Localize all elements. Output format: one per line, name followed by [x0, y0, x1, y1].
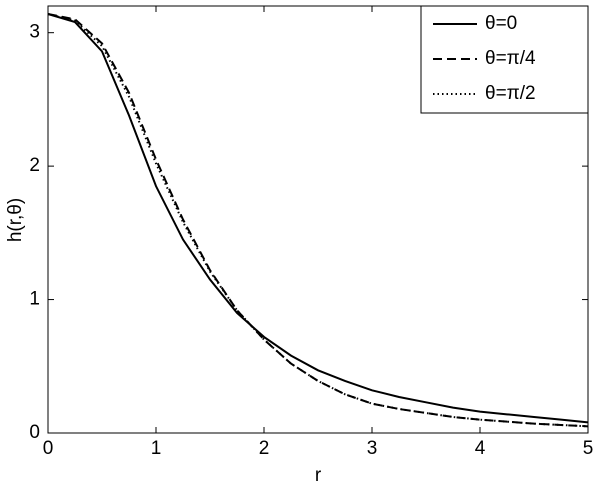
line-series [47, 13, 589, 424]
x-tick-label: 2 [259, 438, 270, 459]
line-series [47, 13, 589, 428]
x-tick-label: 5 [583, 438, 594, 459]
legend-label: θ=0 [485, 13, 517, 34]
x-tick-label: 3 [367, 438, 378, 459]
x-tick-label: 4 [475, 438, 486, 459]
y-tick-label: 1 [29, 289, 40, 310]
x-tick-label: 1 [151, 438, 162, 459]
y-tick-label: 3 [29, 22, 40, 43]
y-tick-label: 2 [29, 155, 40, 176]
legend-label: θ=π/4 [485, 48, 536, 69]
x-tick-label: 0 [43, 438, 54, 459]
x-axis-label: r [315, 465, 322, 486]
y-tick-label: 0 [29, 422, 40, 443]
y-axis-label: h(r,θ) [5, 198, 26, 242]
legend-label: θ=π/2 [485, 83, 536, 104]
